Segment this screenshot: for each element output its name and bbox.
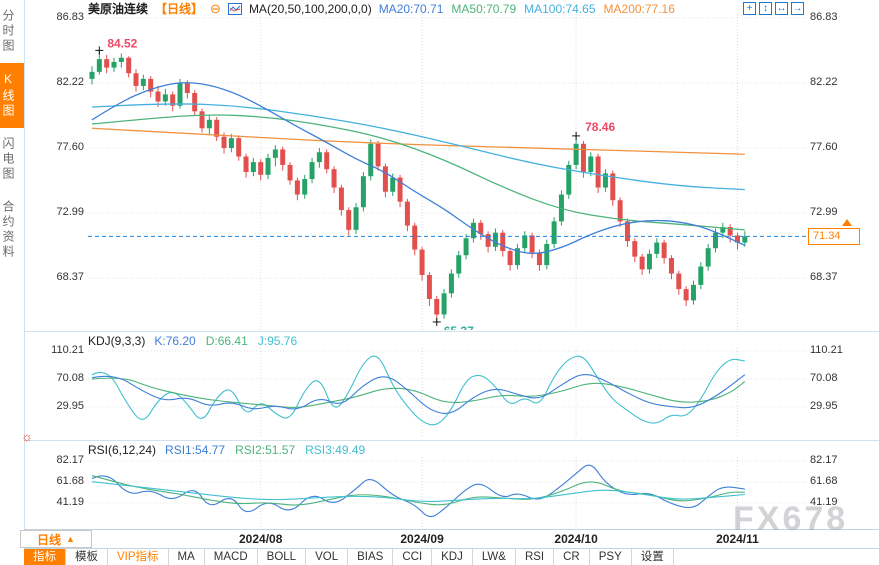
y-axis-label: 70.08 bbox=[810, 371, 838, 384]
ma-value: MA200:77.16 bbox=[603, 1, 675, 16]
ma-values: MA20:70.71 MA50:70.79 MA100:74.65 MA200:77.… bbox=[379, 2, 683, 16]
y-axis-label: 61.68 bbox=[56, 475, 84, 488]
y-axis-label: 72.99 bbox=[810, 206, 838, 219]
crosshair-move-icon[interactable]: + bbox=[743, 2, 756, 15]
y-axis-label: 68.37 bbox=[810, 271, 838, 284]
indicator-value: RSI3:49.49 bbox=[305, 443, 366, 457]
indicator-settings-sun-icon[interactable]: ☼ bbox=[21, 429, 33, 444]
y-axis-label: 82.22 bbox=[56, 75, 84, 88]
y-axis-label: 70.08 bbox=[56, 371, 84, 384]
svg-text:78.46: 78.46 bbox=[585, 120, 615, 134]
y-axis-label: 86.83 bbox=[810, 10, 838, 23]
y-axis-label: 82.22 bbox=[810, 75, 838, 88]
chart-header: 美原油连续 【日线】 ⊖ MA(20,50,100,200,0,0) MA20:… bbox=[88, 0, 683, 17]
pan-right-icon[interactable]: → bbox=[791, 2, 804, 15]
indicator-value: K:76.20 bbox=[154, 334, 196, 348]
y-axis-label: 72.99 bbox=[56, 206, 84, 219]
panel-separator bbox=[24, 440, 879, 441]
sidebar-item-fenshitu[interactable]: 分时图 bbox=[1, 9, 15, 54]
y-axis-label: 41.19 bbox=[810, 496, 838, 508]
last-price-value: 71.34 bbox=[813, 230, 841, 243]
x-axis-label: 2024/08 bbox=[239, 532, 283, 546]
sidebar: 分时图 K线图闪电图合约资料 bbox=[0, 0, 25, 565]
toolbar-item-vipzhibiao[interactable]: VIP指标 bbox=[108, 549, 169, 565]
y-axis-label: 82.17 bbox=[810, 454, 838, 467]
toolbar-item-boll[interactable]: BOLL bbox=[258, 549, 307, 565]
svg-text:65.27: 65.27 bbox=[444, 324, 474, 330]
indicator-toolbar: 指标 模板 VIP指标 MA MACD BOLL VOL BIAS CCI KDJ LW& RSI CR… bbox=[24, 548, 879, 565]
period-selector[interactable]: 日线 ▲ bbox=[20, 530, 92, 548]
ma-indicator-icon bbox=[227, 2, 242, 15]
rsi-values: RSI1:54.77 RSI2:51.57 RSI3:49.49 bbox=[165, 443, 375, 457]
y-axis-label: 86.83 bbox=[56, 10, 84, 23]
toolbar-item-ma[interactable]: MA bbox=[169, 549, 205, 565]
toolbar-item-macd[interactable]: MACD bbox=[205, 549, 258, 565]
kdj-header: KDJ(9,3,3) K:76.20 D:66.41 J:95.76 bbox=[88, 334, 307, 348]
toolbar-item-moban[interactable]: 模板 bbox=[66, 549, 108, 565]
x-axis-label: 2024/09 bbox=[400, 532, 444, 546]
toolbar-item-cci[interactable]: CCI bbox=[393, 549, 433, 565]
toolbar-item-kdj[interactable]: KDJ bbox=[432, 549, 473, 565]
panel-separator bbox=[24, 331, 879, 332]
toolbar-item-vol[interactable]: VOL bbox=[306, 549, 349, 565]
y-axis-label: 77.60 bbox=[56, 141, 84, 154]
toolbar-item-shezhi[interactable]: 设置 bbox=[632, 549, 674, 565]
period-tag: 【日线】 bbox=[155, 2, 204, 16]
sidebar-item-shandiantu[interactable]: 闪电图 bbox=[1, 137, 15, 182]
y-axis-label: 29.95 bbox=[810, 399, 838, 412]
y-axis-label: 77.60 bbox=[810, 141, 838, 154]
y-axis-label: 61.68 bbox=[810, 475, 838, 488]
period-selector-label: 日线 bbox=[37, 532, 62, 547]
y-axis-label: 29.95 bbox=[56, 399, 84, 412]
indicator-value: D:66.41 bbox=[205, 334, 248, 348]
x-axis-label: 2024/10 bbox=[554, 532, 598, 546]
toolbar-item-lw[interactable]: LW& bbox=[473, 549, 516, 565]
scale-x-axis-icon[interactable]: ↔ bbox=[775, 2, 788, 15]
rsi-chart[interactable] bbox=[88, 457, 806, 528]
x-axis-label: 2024/11 bbox=[716, 532, 759, 546]
toolbar-item-cr[interactable]: CR bbox=[554, 549, 590, 565]
y-axis-label: 110.21 bbox=[51, 343, 84, 356]
indicator-value: RSI2:51.57 bbox=[235, 443, 296, 457]
indicator-value: RSI1:54.77 bbox=[165, 443, 226, 457]
y-axis-label: 82.17 bbox=[56, 454, 84, 467]
kdj-title: KDJ(9,3,3) bbox=[88, 334, 146, 348]
indicator-value: J:95.76 bbox=[257, 334, 298, 348]
indicator-collapse-icon[interactable]: ⊖ bbox=[210, 0, 221, 16]
dropdown-arrow-icon: ▲ bbox=[66, 534, 75, 544]
y-axis-label: 41.19 bbox=[56, 496, 84, 508]
svg-text:84.52: 84.52 bbox=[107, 36, 137, 50]
ma-value: MA100:74.65 bbox=[524, 1, 596, 16]
price-arrow-icon bbox=[842, 219, 852, 227]
y-axis-label: 110.21 bbox=[810, 343, 843, 356]
rsi-header: RSI(6,12,24) RSI1:54.77 RSI2:51.57 RSI3:49… bbox=[88, 443, 375, 457]
ma-value: MA20:70.71 bbox=[378, 1, 444, 16]
toolbar-item-rsi[interactable]: RSI bbox=[516, 549, 555, 565]
rsi-title: RSI(6,12,24) bbox=[88, 443, 157, 457]
last-price-badge: 71.34 bbox=[808, 228, 860, 246]
ma-value: MA50:70.79 bbox=[451, 1, 517, 16]
kdj-values: K:76.20 D:66.41 J:95.76 bbox=[154, 334, 307, 348]
ma-params-label: MA(20,50,100,200,0,0) bbox=[248, 1, 372, 16]
instrument-title: 美原油连续 bbox=[88, 2, 149, 16]
price-chart[interactable]: 84.52 78.46 65.27 bbox=[88, 14, 806, 330]
toolbar-item-zhibiao[interactable]: 指标 bbox=[24, 549, 66, 565]
scale-y-axis-icon[interactable]: ↕ bbox=[759, 2, 772, 15]
chart-controls: + ↕ ↔ → bbox=[743, 2, 804, 15]
y-axis-label: 68.37 bbox=[56, 271, 84, 284]
sidebar-item-heyueziliao[interactable]: 合约资料 bbox=[1, 200, 15, 260]
x-axis-row: 日线 ▲ 2024/08 2024/09 2024/10 2024/11 bbox=[20, 529, 879, 549]
sidebar-item-kxiantu[interactable]: K线图 bbox=[0, 63, 24, 128]
toolbar-item-bias[interactable]: BIAS bbox=[348, 549, 394, 565]
toolbar-item-psy[interactable]: PSY bbox=[590, 549, 632, 565]
kdj-chart[interactable] bbox=[88, 348, 806, 438]
